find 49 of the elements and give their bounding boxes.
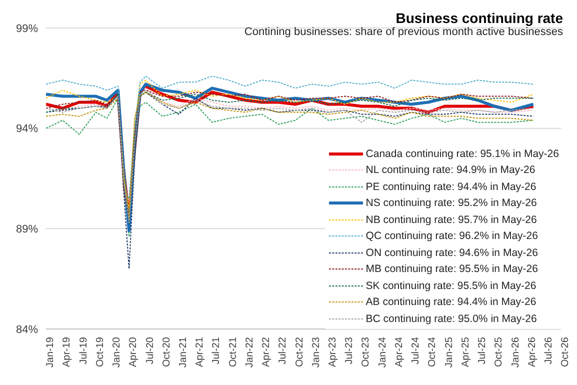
x-tick-label: Jul-24: [410, 336, 422, 364]
legend-label: PE continuing rate: 94.4% in May-26: [366, 180, 536, 194]
y-tick-label: 89%: [16, 224, 38, 236]
x-tick-label: Jan-21: [178, 336, 190, 368]
x-tick-label: Apr-23: [328, 336, 339, 368]
x-tick-label: Jan-23: [310, 336, 322, 368]
legend-label: NB continuing rate: 95.7% in May-26: [366, 212, 537, 228]
x-tick-label: Apr-24: [394, 336, 405, 368]
x-tick-label: Jul-22: [278, 336, 289, 364]
x-tick-label: Apr-22: [261, 336, 272, 368]
x-tick-label: Oct-20: [161, 336, 172, 368]
x-tick-label: Oct-23: [360, 336, 372, 368]
x-tick-label: Jul-20: [144, 336, 156, 364]
chart-subtitle: Contining businesses: share of previous month active businesses: [244, 26, 563, 38]
x-tick-label: Jul-21: [211, 336, 222, 364]
legend-label: NL continuing rate: 94.9% in May-26: [366, 163, 536, 178]
legend-label: AB continuing rate: 94.4% in May-26: [366, 295, 536, 310]
x-tick-label: Apr-21: [194, 336, 206, 368]
legend-label: Canada continuing rate: 95.1% in May-26: [366, 146, 559, 162]
x-tick-label: Oct-21: [228, 336, 239, 368]
x-tick-label: Apr-25: [460, 336, 472, 368]
x-tick-label: Jul-23: [344, 336, 356, 364]
x-tick-label: Jul-19: [78, 336, 90, 364]
x-tick-label: Apr-19: [62, 336, 73, 368]
x-tick-label: Jan-19: [45, 336, 56, 368]
legend-label: ON continuing rate: 94.6% in May-26: [366, 246, 538, 260]
chart-title: Business continuing rate: [394, 10, 563, 26]
x-tick-label: Jul-25: [477, 336, 488, 364]
x-tick-label: Apr-26: [526, 336, 538, 368]
x-tick-label: Jan-26: [510, 336, 522, 368]
x-tick-label: Oct-26: [560, 336, 572, 368]
legend-label: NS continuing rate: 95.2% in May-26: [366, 196, 537, 211]
y-tick-label: 84%: [16, 324, 38, 336]
legend-label: MB continuing rate: 95.5% in May-26: [366, 262, 538, 277]
x-tick-label: Oct-19: [94, 336, 106, 368]
x-tick-label: Jul-26: [543, 336, 554, 364]
y-tick-label: 99%: [16, 22, 38, 35]
x-tick-label: Oct-24: [427, 336, 438, 368]
x-tick-label: Jan-25: [444, 336, 455, 368]
x-tick-label: Jan-22: [244, 336, 256, 368]
legend-label: BC continuing rate: 95.0% in May-26: [366, 312, 537, 326]
y-tick-label: 94%: [16, 123, 38, 136]
x-tick-label: Oct-25: [494, 336, 505, 368]
x-tick-label: Jan-24: [377, 336, 388, 368]
x-tick-label: Oct-22: [294, 336, 306, 368]
x-tick-label: Apr-20: [128, 336, 140, 368]
legend-label: QC continuing rate: 96.2% in May-26: [366, 229, 538, 244]
x-tick-label: Jan-20: [112, 336, 123, 368]
legend-label: SK continuing rate: 95.5% in May-26: [366, 278, 536, 294]
